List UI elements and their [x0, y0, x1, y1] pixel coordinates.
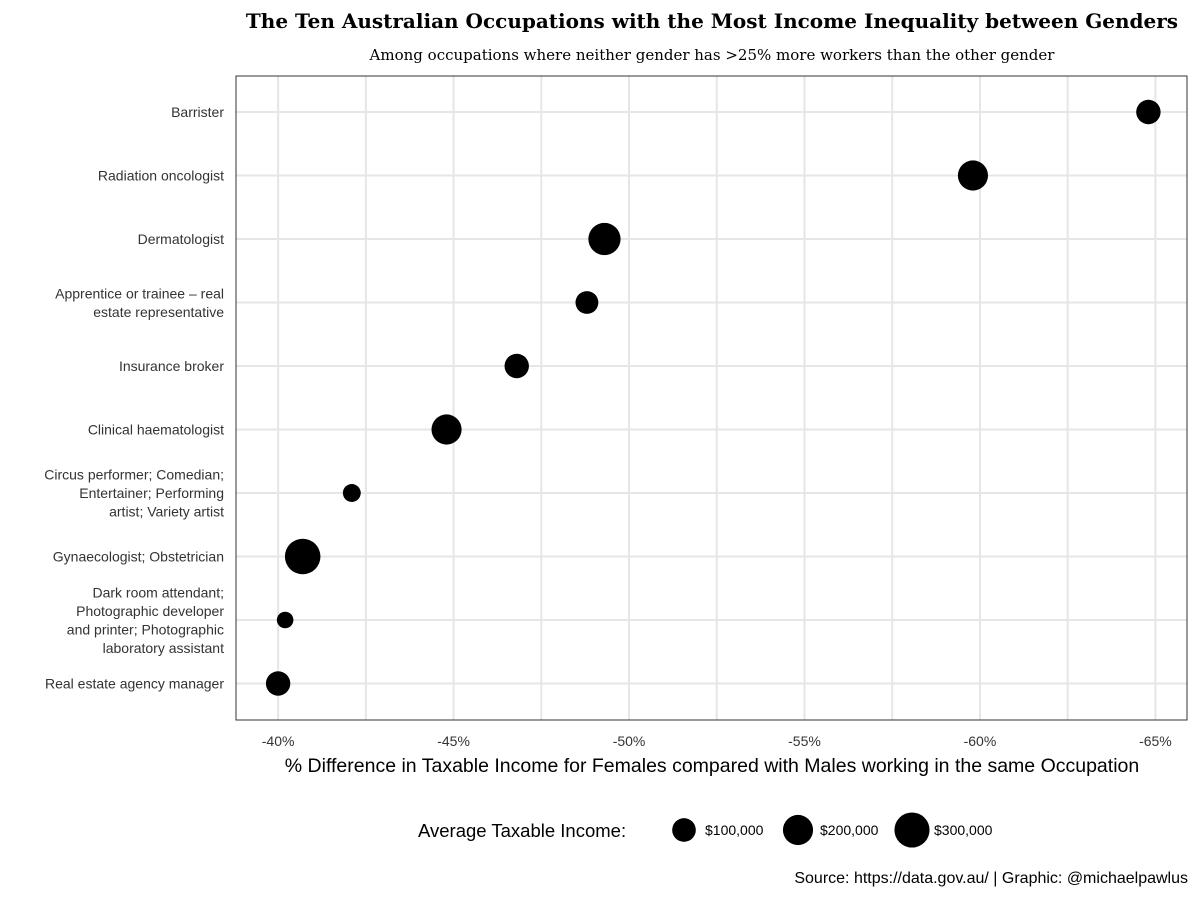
- y-tick-label-line: Dark room attendant;: [92, 584, 224, 600]
- data-point: [588, 222, 621, 256]
- y-tick-label-line: estate representative: [93, 304, 224, 320]
- y-tick-label: Insurance broker: [119, 358, 224, 374]
- y-tick-label: Dermatologist: [138, 231, 224, 247]
- x-tick-label: -40%: [262, 733, 295, 749]
- y-tick-label-line: Clinical haematologist: [88, 422, 224, 438]
- data-point: [284, 538, 321, 575]
- y-tick-label-line: Circus performer; Comedian;: [44, 467, 224, 483]
- y-tick-label-line: Apprentice or trainee – real: [55, 285, 224, 301]
- data-points: [265, 99, 1161, 696]
- y-tick-label: Circus performer; Comedian; Entertainer; …: [44, 467, 224, 520]
- x-tick-label: -50%: [613, 733, 646, 749]
- data-point: [431, 414, 462, 445]
- data-point: [1136, 99, 1161, 125]
- data-point: [957, 160, 989, 191]
- y-tick-label-line: artist; Variety artist: [109, 504, 224, 520]
- legend-title: Average Taxable Income:: [418, 820, 626, 841]
- x-tick-label: -55%: [788, 733, 821, 749]
- data-point: [575, 291, 599, 314]
- legend-swatch: [894, 812, 930, 848]
- legend-swatch: [672, 818, 696, 842]
- y-tick-label-line: Real estate agency manager: [45, 676, 224, 692]
- y-tick-label: Barrister: [171, 104, 224, 120]
- x-tick-label: -60%: [964, 733, 997, 749]
- plot-panel: [235, 75, 1188, 721]
- x-axis-labels: -40% -45% -50% -55% -60% -65%: [262, 733, 1172, 749]
- y-tick-label-line: Entertainer; Performing: [79, 485, 224, 501]
- y-tick-label-line: laboratory assistant: [103, 640, 225, 656]
- legend-entries: $100,000 $200,000 $300,000: [672, 812, 993, 848]
- y-tick-label-line: and printer; Photographic: [67, 621, 224, 637]
- y-tick-label-line: Insurance broker: [119, 358, 224, 374]
- data-point: [276, 611, 294, 629]
- y-tick-label: Apprentice or trainee – real estate repre…: [55, 285, 224, 320]
- x-axis-title: % Difference in Taxable Income for Femal…: [285, 755, 1139, 777]
- y-tick-label: Gynaecologist; Obstetrician: [53, 549, 224, 565]
- y-tick-label: Clinical haematologist: [88, 422, 224, 438]
- y-tick-label-line: Barrister: [171, 104, 224, 120]
- y-tick-label: Real estate agency manager: [45, 676, 224, 692]
- data-point: [342, 484, 361, 502]
- source-caption: Source: https://data.gov.au/ | Graphic: …: [794, 870, 1188, 887]
- legend-label: $100,000: [705, 822, 764, 838]
- chart-subtitle: Among occupations where neither gender h…: [369, 46, 1056, 64]
- legend-label: $300,000: [934, 822, 993, 838]
- grid-lines: [236, 76, 1187, 720]
- y-tick-label-line: Photographic developer: [76, 603, 224, 619]
- y-tick-label: Dark room attendant; Photographic develop…: [67, 584, 225, 656]
- y-tick-label-line: Radiation oncologist: [98, 168, 224, 184]
- y-tick-label-line: Gynaecologist; Obstetrician: [53, 549, 224, 565]
- data-point: [265, 671, 291, 696]
- x-tick-label: -65%: [1139, 733, 1172, 749]
- legend-swatch: [782, 814, 814, 846]
- chart-title: The Ten Australian Occupations with the …: [246, 9, 1178, 33]
- size-legend: Average Taxable Income: $100,000 $200,000…: [418, 812, 993, 848]
- x-tick-label: -45%: [437, 733, 470, 749]
- y-tick-label: Radiation oncologist: [98, 168, 224, 184]
- legend-label: $200,000: [820, 822, 879, 838]
- y-axis-labels: Barrister Radiation oncologist Dermatologi…: [44, 104, 224, 692]
- y-tick-label-line: Dermatologist: [138, 231, 224, 247]
- data-point: [504, 353, 529, 379]
